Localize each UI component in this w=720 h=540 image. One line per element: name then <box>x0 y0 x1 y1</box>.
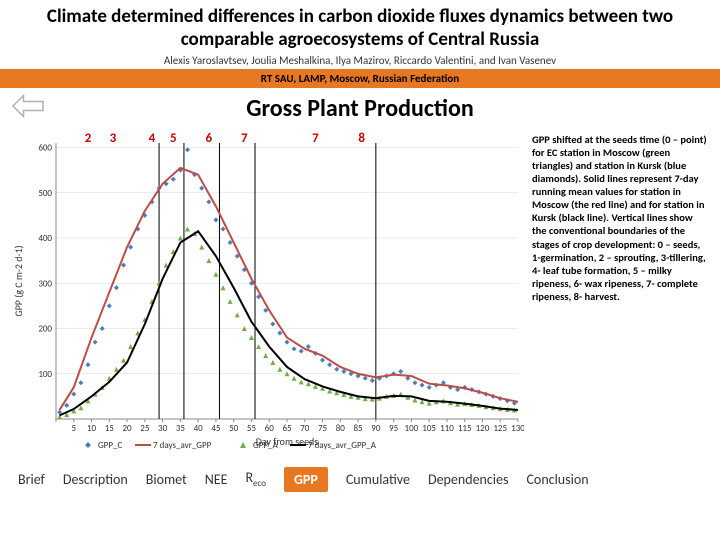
svg-text:120: 120 <box>476 423 490 434</box>
svg-text:30: 30 <box>158 423 168 434</box>
svg-text:7 days_avr_GPP: 7 days_avr_GPP <box>153 440 212 451</box>
svg-text:5: 5 <box>170 131 177 146</box>
nav-gpp[interactable]: GPP <box>284 467 328 492</box>
bottom-nav: Brief Description Biomet NEE Reco GPP Cumulati… <box>0 459 720 492</box>
svg-text:100: 100 <box>405 423 419 434</box>
nav-conclusion[interactable]: Conclusion <box>526 471 588 488</box>
nav-r_eco[interactable]: Reco <box>245 469 266 489</box>
section-title: Gross Plant Production <box>50 94 670 123</box>
svg-text:5: 5 <box>71 423 76 434</box>
svg-text:4: 4 <box>149 131 156 146</box>
svg-text:20: 20 <box>123 423 133 434</box>
svg-text:100: 100 <box>38 368 52 379</box>
svg-text:125: 125 <box>493 423 507 434</box>
gpp-chart: 1002003004005006005101520253035404550556… <box>8 129 524 459</box>
svg-text:7: 7 <box>312 131 319 146</box>
svg-text:3: 3 <box>110 131 117 146</box>
svg-text:45: 45 <box>211 423 221 434</box>
svg-text:GPP_A: GPP_A <box>253 440 278 451</box>
svg-text:25: 25 <box>140 423 150 434</box>
page-title: Climate determined differences in carbon… <box>10 6 710 52</box>
nav-cumulative[interactable]: Cumulative <box>346 471 410 488</box>
back-icon[interactable] <box>10 92 50 125</box>
svg-text:105: 105 <box>422 423 436 434</box>
svg-text:7 days_avr_GPP_A: 7 days_avr_GPP_A <box>308 440 377 451</box>
svg-text:15: 15 <box>105 423 115 434</box>
svg-text:GPP_C: GPP_C <box>98 440 122 451</box>
authors: Alexis Yaroslavtsev, Joulia Meshalkina, … <box>10 54 710 67</box>
nav-brief[interactable]: Brief <box>18 471 45 488</box>
affiliation-bar: RT SAU, LAMP, Moscow, Russian Federation <box>0 69 720 88</box>
chart-caption: GPP shifted at the seeds time (0 – point… <box>532 129 712 459</box>
svg-text:95: 95 <box>389 423 399 434</box>
svg-text:35: 35 <box>176 423 186 434</box>
svg-text:60: 60 <box>265 423 275 434</box>
nav-description[interactable]: Description <box>63 471 128 488</box>
svg-text:65: 65 <box>282 423 292 434</box>
nav-nee[interactable]: NEE <box>205 471 228 488</box>
svg-text:400: 400 <box>38 233 52 244</box>
svg-text:10: 10 <box>87 423 97 434</box>
svg-text:8: 8 <box>358 131 365 146</box>
svg-text:200: 200 <box>38 323 52 334</box>
svg-text:GPP (g C m-2 d-1): GPP (g C m-2 d-1) <box>12 245 25 316</box>
svg-text:90: 90 <box>371 423 381 434</box>
nav-dependencies[interactable]: Dependencies <box>428 471 509 488</box>
svg-text:130: 130 <box>511 423 524 434</box>
svg-text:70: 70 <box>300 423 310 434</box>
svg-text:55: 55 <box>247 423 257 434</box>
svg-text:80: 80 <box>336 423 346 434</box>
nav-biomet[interactable]: Biomet <box>146 471 187 488</box>
svg-text:500: 500 <box>38 187 52 198</box>
svg-text:85: 85 <box>354 423 364 434</box>
svg-text:300: 300 <box>38 278 52 289</box>
svg-text:50: 50 <box>229 423 239 434</box>
svg-text:7: 7 <box>241 131 248 146</box>
svg-text:115: 115 <box>458 423 472 434</box>
svg-text:600: 600 <box>38 142 52 153</box>
svg-text:110: 110 <box>440 423 454 434</box>
svg-text:2: 2 <box>85 131 92 146</box>
svg-text:6: 6 <box>206 131 213 146</box>
svg-text:75: 75 <box>318 423 328 434</box>
svg-text:40: 40 <box>194 423 204 434</box>
